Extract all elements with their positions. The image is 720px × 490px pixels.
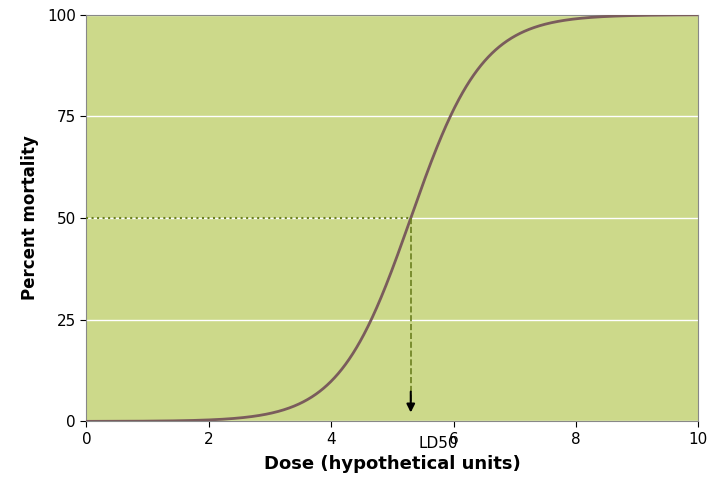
X-axis label: Dose (hypothetical units): Dose (hypothetical units) — [264, 455, 521, 473]
Text: LD50: LD50 — [418, 436, 458, 451]
Y-axis label: Percent mortality: Percent mortality — [21, 136, 39, 300]
